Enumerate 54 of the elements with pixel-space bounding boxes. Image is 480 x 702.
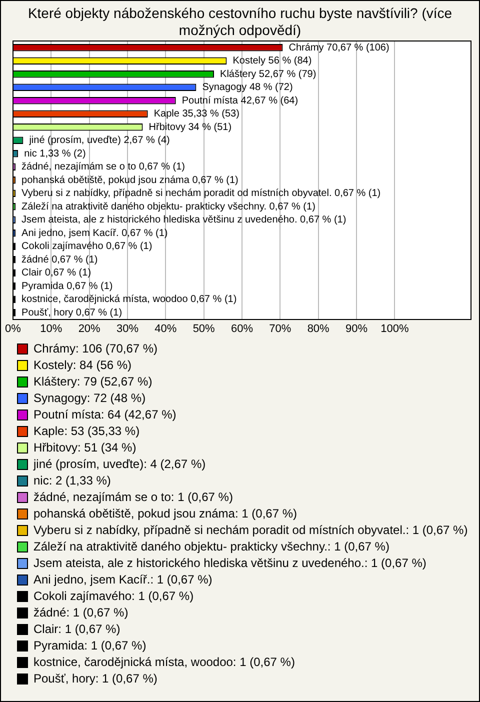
x-tick-label: 30%	[116, 322, 139, 335]
data-label: Kostely 56 % (84)	[232, 56, 312, 67]
x-tick-label: 50%	[192, 322, 216, 335]
data-label: Vyberu si z nabídky, případně si nechám poradit od místních obyvatel. 0,67 % (1)	[22, 188, 381, 200]
legend-label: kostnice, čarodějnická místa, woodoo: 1 (0,67 %)	[34, 654, 295, 669]
data-label: žádné 0,67 % (1)	[22, 254, 98, 266]
data-label: pohanská obětiště, pokud jsou známa 0,67 % (1)	[22, 174, 238, 186]
data-label: Jsem ateista, ale z historického hlediska většinu z uvedeného. 0,67 % (1)	[22, 214, 346, 226]
legend-label: Jsem ateista, ale z historického hlediska většinu z uvedeného.: 1 (0,67 %)	[34, 556, 426, 570]
legend-label: Kostely: 84 (56 %)	[34, 358, 132, 372]
legend-label: Poušť, hory: 1 (0,67 %)	[34, 671, 158, 686]
data-label: Záleží na atraktivitě daného objektu- prakticky všechny. 0,67 % (1)	[22, 201, 316, 212]
x-tick-label: 80%	[307, 322, 330, 335]
data-label: Ani jedno, jsem Kacíř. 0,67 % (1)	[22, 228, 168, 239]
data-label: nic 1,33 % (2)	[24, 148, 86, 160]
data-label: Chrámy 70,67 % (106)	[288, 42, 390, 54]
legend-label: Hřbitovy: 51 (34 %)	[34, 440, 136, 454]
data-label: jiné (prosím, uveďte) 2,67 % (4)	[28, 135, 170, 146]
legend-label: Vyberu si z nabídky, případně si nechám poradit od místních obyvatel.: 1 (0,67 %)	[34, 522, 468, 537]
data-label: Pyramida 0,67 % (1)	[22, 280, 113, 292]
data-label: Hřbitovy 34 % (51)	[148, 122, 232, 133]
x-tick-label: 20%	[78, 322, 101, 335]
legend-label: nic: 2 (1,33 %)	[34, 473, 111, 488]
legend-label: Chrámy: 106 (70,67 %)	[34, 341, 158, 356]
chart-title: Které objekty náboženského cestovního ruchu byste navštívili? (více možných odpovědí)	[26, 4, 454, 39]
x-tick-label: 10%	[40, 322, 62, 335]
data-label: Poutní místa 42,67 % (64)	[182, 95, 298, 106]
data-label: Cokoli zajímavého 0,67 % (1)	[22, 241, 152, 252]
legend-label: Cokoli zajímavého: 1 (0,67 %)	[34, 588, 194, 603]
data-label: Kláštery 52,67 % (79)	[220, 68, 316, 80]
x-tick-label: 60%	[230, 322, 254, 335]
legend-label: pohanská obětiště, pokud jsou známa: 1 (0,67 %)	[34, 506, 297, 520]
x-tick-label: 90%	[345, 322, 368, 335]
legend-label: žádné, nezajímám se o to: 1 (0,67 %)	[34, 490, 233, 504]
legend-label: Poutní místa: 64 (42,67 %)	[34, 407, 176, 422]
x-tick-label: 0%	[5, 322, 22, 335]
legend-label: Synagogy: 72 (48 %)	[34, 390, 146, 405]
legend-label: Kláštery: 79 (52,67 %)	[34, 374, 152, 388]
data-label: Kaple 35,33 % (53)	[154, 108, 240, 120]
data-label: Poušť, hory 0,67 % (1)	[22, 307, 122, 318]
legend-label: Clair: 1 (0,67 %)	[34, 622, 120, 636]
x-tick-label: 70%	[269, 322, 292, 335]
data-label: žádné, nezajímám se o to 0,67 % (1)	[22, 162, 185, 173]
legend-label: žádné: 1 (0,67 %)	[34, 605, 128, 620]
data-label: Synagogy 48 % (72)	[202, 82, 293, 94]
x-tick-label: 40%	[154, 322, 177, 335]
legend-label: jiné (prosím, uveďte): 4 (2,67 %)	[32, 456, 206, 471]
legend-label: Záleží na atraktivitě daného objektu- prakticky všechny.: 1 (0,67 %)	[34, 539, 390, 554]
legend-label: Kaple: 53 (35,33 %)	[34, 424, 140, 438]
data-label: Clair 0,67 % (1)	[22, 268, 92, 279]
legend-label: Pyramida: 1 (0,67 %)	[34, 638, 146, 652]
x-tick-label: 100%	[380, 322, 409, 335]
legend-label: Ani jedno, jsem Kacíř.: 1 (0,67 %)	[34, 572, 212, 586]
data-label: kostnice, čarodějnická místa, woodoo 0,67 % (1)	[22, 294, 237, 306]
